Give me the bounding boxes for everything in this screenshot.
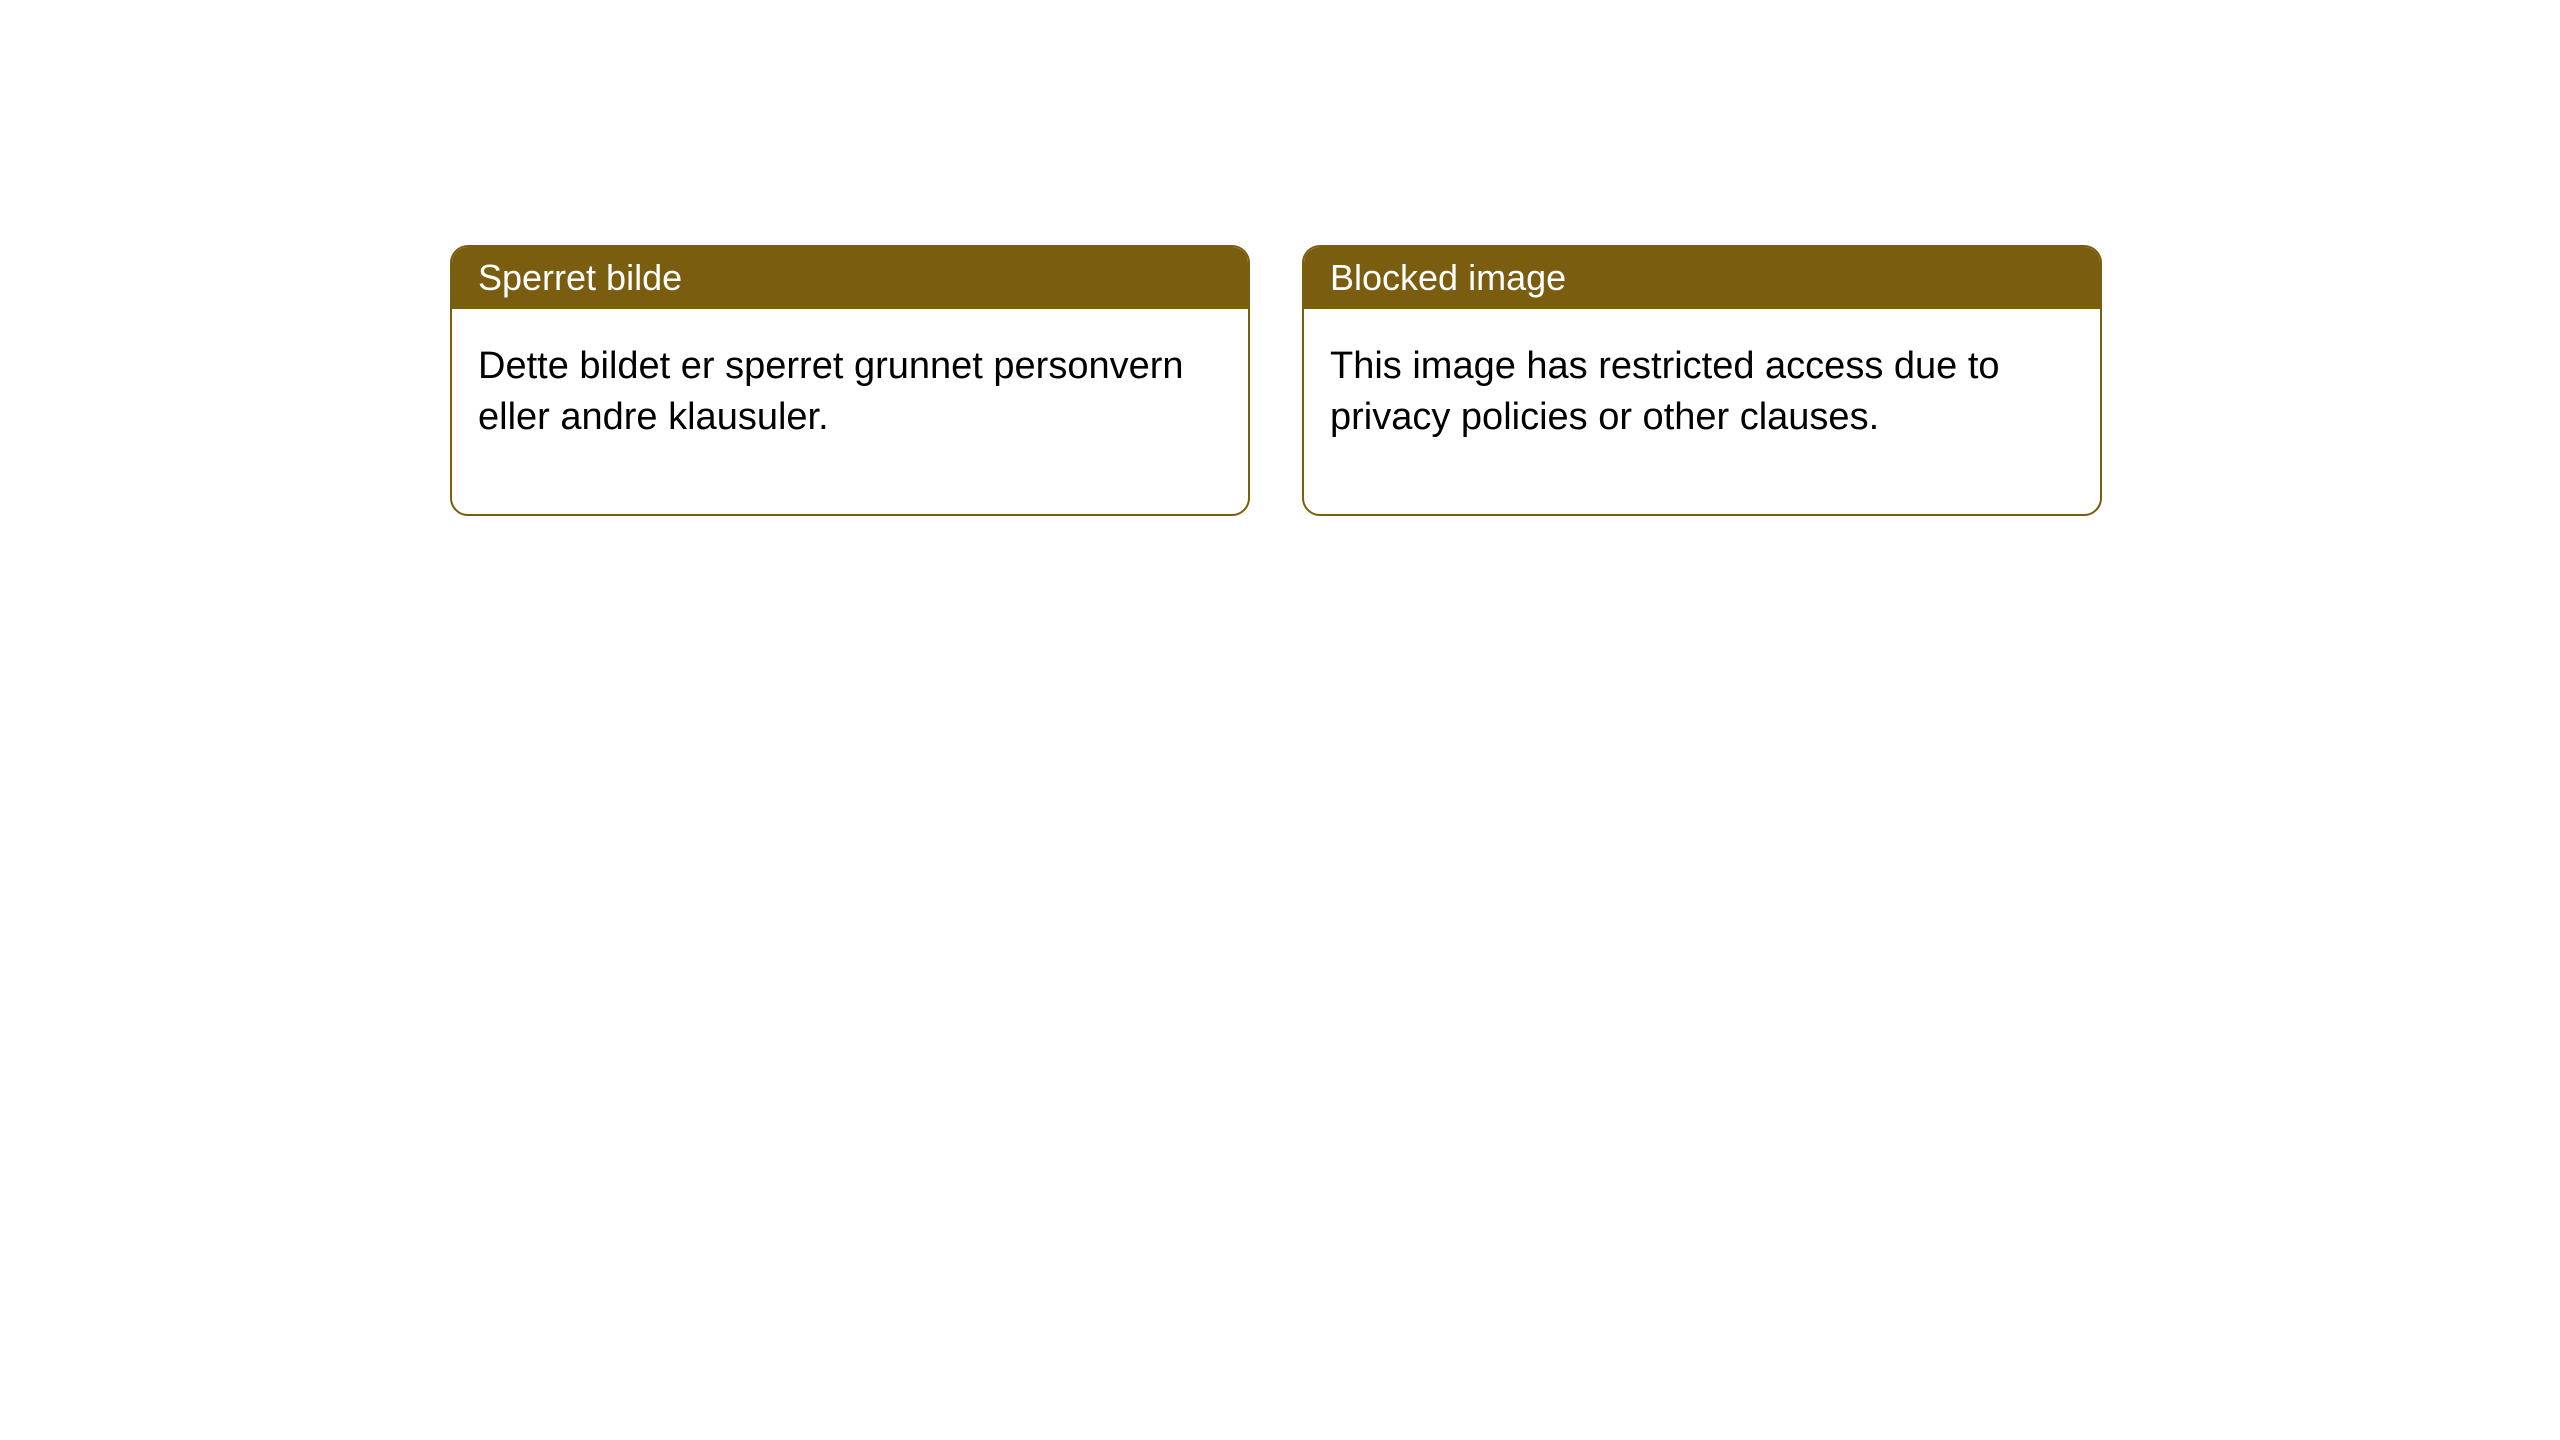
card-header-norwegian: Sperret bilde [452, 247, 1248, 309]
card-header-text: Blocked image [1330, 257, 1566, 298]
card-body-text: Dette bildet er sperret grunnet personve… [478, 345, 1184, 438]
card-body-text: This image has restricted access due to … [1330, 345, 2000, 438]
blocked-image-card-english: Blocked image This image has restricted … [1302, 245, 2102, 516]
card-body-norwegian: Dette bildet er sperret grunnet personve… [452, 309, 1248, 514]
card-body-english: This image has restricted access due to … [1304, 309, 2100, 514]
card-header-text: Sperret bilde [478, 257, 682, 298]
notice-container: Sperret bilde Dette bildet er sperret gr… [450, 245, 2102, 516]
card-header-english: Blocked image [1304, 247, 2100, 309]
blocked-image-card-norwegian: Sperret bilde Dette bildet er sperret gr… [450, 245, 1250, 516]
